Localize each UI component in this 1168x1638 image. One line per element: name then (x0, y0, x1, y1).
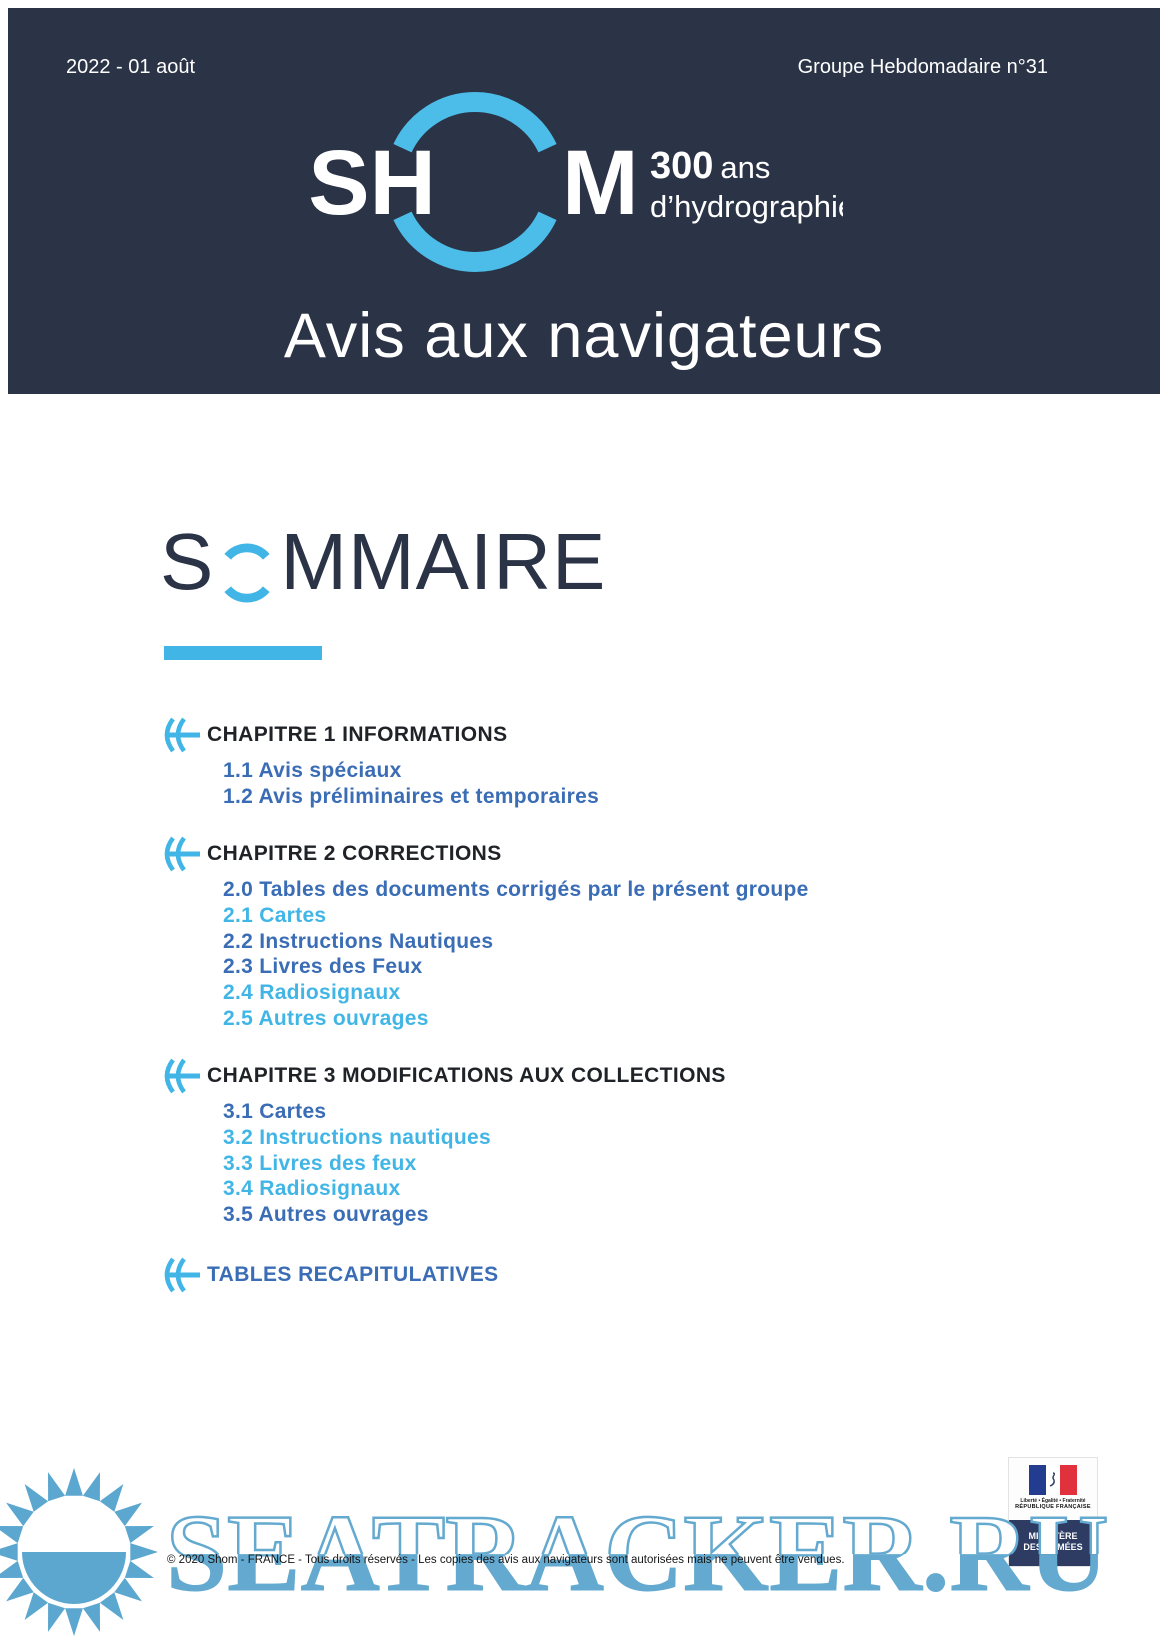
toc-item[interactable]: 2.3 Livres des Feux (223, 955, 423, 979)
gov-republic: RÉPUBLIQUE FRANÇAISE (1015, 1504, 1091, 1510)
toc-item[interactable]: 2.1 Cartes (223, 903, 327, 927)
watermark-text: SEATRACKER.RU (166, 1492, 1109, 1614)
issue-number: Groupe Hebdomadaire n°31 (797, 56, 1048, 78)
sommaire-title: S MMAIRE (160, 517, 607, 606)
watermark-text: SEATRACKER.RU (166, 1492, 1109, 1614)
toc-item[interactable]: 3.5 Autres ouvrages (223, 1203, 429, 1227)
ministry-banner: MINISTÈRE DES ARMÉES (1009, 1520, 1097, 1566)
left-arrow-icon (164, 836, 200, 872)
sommaire-title-end: MMAIRE (280, 517, 607, 606)
tables-recap-label: TABLES RECAPITULATIVES (207, 1263, 499, 1286)
gov-logo-card: Liberté • Égalité • Fraternité RÉPUBLIQU… (1008, 1457, 1098, 1567)
shom-logo: SH M 300 ans d’hydrographie (308, 92, 843, 272)
chapter-1-items: 1.1 Avis spéciaux 1.2 Avis préliminaires… (223, 758, 1107, 810)
chapter-1-heading[interactable]: CHAPITRE 1 INFORMATIONS (157, 717, 1107, 753)
toc-item[interactable]: 3.4 Radiosignaux (223, 1177, 401, 1201)
toc-item[interactable]: 1.1 Avis spéciaux (223, 759, 402, 782)
toc-section-chapitre-1: CHAPITRE 1 INFORMATIONS 1.1 Avis spéciau… (157, 717, 1107, 810)
logo-ring-icon (393, 92, 557, 272)
toc-item[interactable]: 3.1 Cartes (223, 1100, 327, 1123)
toc-item[interactable]: 1.2 Avis préliminaires et temporaires (223, 784, 600, 808)
toc-item[interactable]: 3.3 Livres des feux (223, 1151, 417, 1175)
toc-item[interactable]: 2.2 Instructions Nautiques (223, 929, 494, 953)
sommaire-o-icon (224, 543, 270, 603)
chapter-2-heading[interactable]: CHAPITRE 2 CORRECTIONS (157, 836, 1107, 872)
left-arrow-icon (164, 1257, 200, 1293)
ministry-label: MINISTÈRE DES ARMÉES (1023, 1531, 1083, 1552)
logo-letter-m: M (562, 132, 639, 234)
chapter-2-items: 2.0 Tables des documents corrigés par le… (223, 877, 1107, 1032)
edition-date: 2022 - 01 août (66, 56, 195, 78)
toc-item[interactable]: 2.4 Radiosignaux (223, 981, 401, 1005)
toc-section-chapitre-2: CHAPITRE 2 CORRECTIONS 2.0 Tables des do… (157, 836, 1107, 1032)
sun-icon (0, 1468, 158, 1636)
tables-recap-row: TABLES RECAPITULATIVES (157, 1257, 1107, 1293)
marianne-icon (1049, 1472, 1056, 1487)
toc-item[interactable]: 3.2 Instructions nautiques (223, 1125, 492, 1149)
toc-section-chapitre-3: CHAPITRE 3 MODIFICATIONS AUX COLLECTIONS… (157, 1058, 1107, 1228)
toc-item[interactable]: 2.0 Tables des documents corrigés par le… (223, 878, 809, 901)
page-title: Avis aux navigateurs (283, 301, 885, 371)
chapter-title: CHAPITRE 1 INFORMATIONS (207, 723, 508, 746)
toc-item[interactable]: 2.5 Autres ouvrages (223, 1006, 429, 1030)
header-banner: 2022 - 01 août Groupe Hebdomadaire n°31 … (8, 8, 1160, 394)
sommaire-underline (164, 646, 322, 660)
logo-tagline: d’hydrographie (650, 189, 843, 224)
chapter-3-items: 3.1 Cartes 3.2 Instructions nautiques 3.… (223, 1099, 1107, 1228)
sommaire-title-start: S (160, 517, 215, 606)
gov-motto: Liberté • Égalité • Fraternité (1020, 1498, 1086, 1504)
chapter-title: CHAPITRE 3 MODIFICATIONS AUX COLLECTIONS (207, 1064, 726, 1087)
left-arrow-icon (164, 717, 200, 753)
copyright-text: © 2020 Shom - FRANCE - Tous droits réser… (167, 1554, 845, 1566)
chapter-3-heading[interactable]: CHAPITRE 3 MODIFICATIONS AUX COLLECTIONS (157, 1058, 1107, 1094)
logo-300-ans: 300 ans (650, 145, 770, 187)
chapter-title: CHAPITRE 2 CORRECTIONS (207, 842, 502, 865)
left-arrow-icon (164, 1058, 200, 1094)
french-flag-icon (1029, 1465, 1077, 1495)
logo-letters-sh: SH (308, 132, 436, 234)
tables-recap-link[interactable]: TABLES RECAPITULATIVES (157, 1257, 1107, 1293)
